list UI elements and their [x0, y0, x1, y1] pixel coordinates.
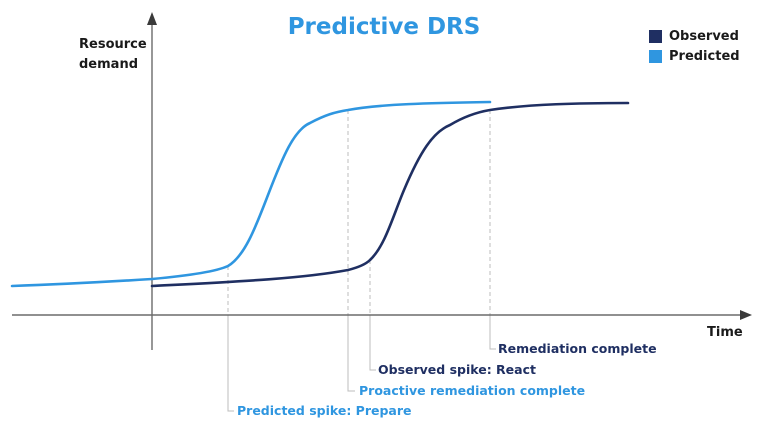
- guide-proactive-leader: [347, 315, 355, 392]
- legend: Observed Predicted: [649, 26, 740, 66]
- predicted-swatch-icon: [649, 49, 662, 63]
- annotation-remediation-complete: Remediation complete: [498, 341, 657, 356]
- observed-curve: [150, 101, 630, 288]
- annotation-proactive-remediation: Proactive remediation complete: [359, 383, 586, 398]
- observed-swatch-icon: [649, 29, 662, 43]
- y-axis-label-line1: Resource: [79, 37, 147, 52]
- y-axis-label-line2: demand: [79, 57, 139, 72]
- axes: [12, 12, 752, 350]
- x-axis-label: Time: [707, 325, 743, 340]
- legend-item-predicted: Predicted: [649, 46, 740, 66]
- x-axis-arrow-icon: [740, 310, 752, 320]
- legend-label: Predicted: [669, 48, 740, 64]
- chart-title: Predictive DRS: [287, 14, 481, 40]
- guide-observed-spike-leader: [369, 315, 376, 371]
- legend-label: Observed: [669, 28, 739, 44]
- guide-remediation-leader: [489, 315, 496, 350]
- guide-lines: [227, 110, 496, 412]
- predicted-curve: [10, 100, 492, 288]
- y-axis-arrow-icon: [147, 12, 157, 25]
- y-axis-label: Resource demand: [79, 35, 147, 75]
- legend-item-observed: Observed: [649, 26, 740, 46]
- annotation-observed-spike: Observed spike: React: [378, 362, 536, 377]
- guide-predicted-spike-leader: [227, 315, 234, 412]
- annotation-predicted-spike: Predicted spike: Prepare: [237, 403, 412, 418]
